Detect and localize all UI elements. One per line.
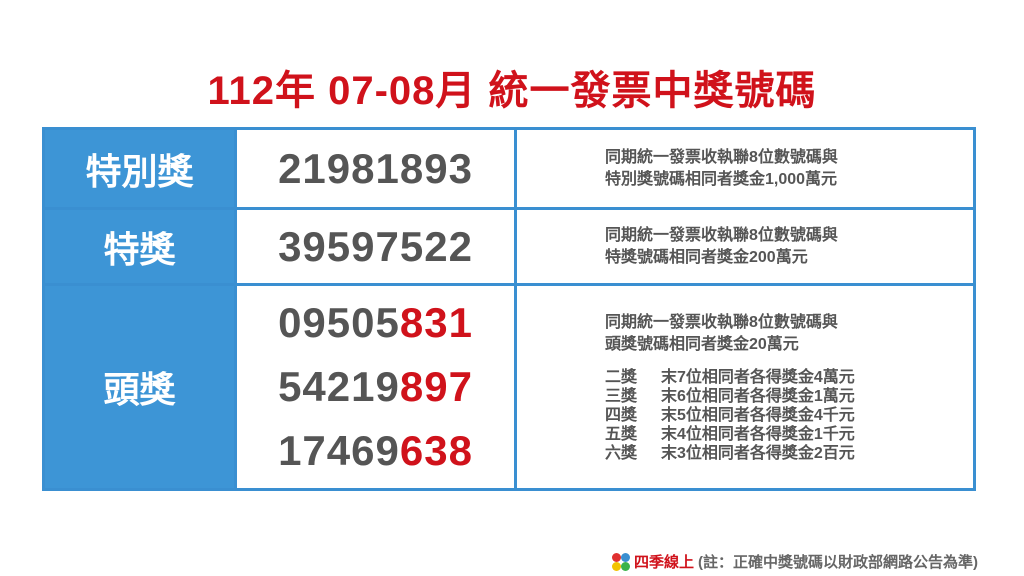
prize-number: 54219897 [278, 363, 473, 410]
brand-name: 四季線上 [633, 554, 694, 571]
number-grand: 39597522 [237, 210, 517, 286]
number-special: 21981893 [237, 130, 517, 210]
prize-number: 17469638 [278, 427, 473, 474]
prize-number: 39597522 [278, 222, 473, 270]
number-first: 09505831 54219897 17469638 [237, 286, 517, 488]
sub-prize: 四獎 末5位相同者各得獎金4千元 [605, 406, 855, 424]
sub-prize: 六獎 末3位相同者各得獎金2百元 [605, 444, 855, 462]
desc-line: 同期統一發票收執聯8位數號碼與 [605, 148, 838, 166]
label-grand: 特獎 [45, 210, 237, 286]
desc-line: 同期統一發票收執聯8位數號碼與 [605, 313, 838, 331]
desc-grand: 同期統一發票收執聯8位數號碼與 特獎號碼相同者獎金200萬元 [517, 210, 973, 286]
desc-first: 同期統一發票收執聯8位數號碼與 頭獎號碼相同者獎金20萬元 二獎 末7位相同者各得… [517, 286, 973, 488]
prize-number: 09505831 [278, 299, 473, 346]
sub-prize: 二獎 末7位相同者各得獎金4萬元 [605, 368, 855, 386]
prize-number: 21981893 [278, 144, 473, 192]
desc-line: 同期統一發票收執聯8位數號碼與 [605, 226, 838, 244]
footer-note: (註：正確中獎號碼以財政部網路公告為準) [698, 554, 978, 571]
page-title: 112年 07-08月 統一發票中獎號碼 [207, 69, 817, 113]
prize-table: 特別獎 21981893 同期統一發票收執聯8位數號碼與 特別獎號碼相同者獎金1,… [42, 127, 976, 491]
sub-prize: 五獎 末4位相同者各得獎金1千元 [605, 425, 855, 443]
sub-prize: 三獎 末6位相同者各得獎金1萬元 [605, 387, 855, 405]
desc-line: 頭獎號碼相同者獎金20萬元 [605, 335, 799, 353]
label-first: 頭獎 [45, 286, 237, 488]
desc-line: 特別獎號碼相同者獎金1,000萬元 [605, 170, 838, 188]
label-special: 特別獎 [45, 130, 237, 210]
footer: 四季線上 (註：正確中獎號碼以財政部網路公告為準) [611, 551, 978, 572]
desc-special: 同期統一發票收執聯8位數號碼與 特別獎號碼相同者獎金1,000萬元 [517, 130, 973, 210]
brand-logo-icon [611, 552, 630, 571]
desc-line: 特獎號碼相同者獎金200萬元 [605, 248, 808, 266]
